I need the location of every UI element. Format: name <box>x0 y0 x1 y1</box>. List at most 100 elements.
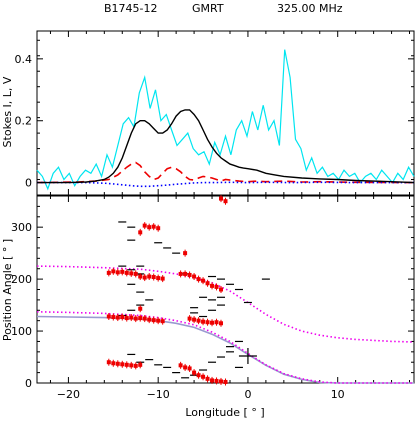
pa-point <box>196 373 201 378</box>
profile-series <box>36 49 415 191</box>
pa-point <box>129 363 134 368</box>
pa-point <box>120 362 125 367</box>
profile-y-axis-label: Stokes I, L, V <box>1 76 14 147</box>
pa-y-tick-label: 300 <box>11 221 32 234</box>
pa-point <box>138 306 143 311</box>
header-telescope: GMRT <box>192 2 224 15</box>
pa-point <box>106 314 111 319</box>
pa-point <box>219 321 224 326</box>
profile-ticks: 0 0.2 0.4 <box>15 31 414 196</box>
pa-point <box>160 276 165 281</box>
pa-point <box>219 287 224 292</box>
pa-point <box>187 366 192 371</box>
pa-point <box>142 316 147 321</box>
pa-point <box>187 316 192 321</box>
pa-point <box>133 363 138 368</box>
position-angle-points <box>106 195 270 386</box>
pa-point <box>214 284 219 289</box>
pa-fit-lower-curve <box>36 311 414 384</box>
pa-point <box>111 315 116 320</box>
pa-point <box>106 270 111 275</box>
pa-point <box>196 318 201 323</box>
pa-point <box>201 319 206 324</box>
pa-point <box>156 276 161 281</box>
pa-point <box>151 224 156 229</box>
pa-point <box>129 271 134 276</box>
position-angle-fits <box>36 265 415 384</box>
pa-point <box>129 315 134 320</box>
pa-point <box>120 269 125 274</box>
x-tick-label: −20 <box>57 388 80 401</box>
pa-y-tick-label: 100 <box>11 325 32 338</box>
pa-point <box>151 318 156 323</box>
header-frequency: 325.00 MHz <box>277 2 343 15</box>
pa-point <box>133 316 138 321</box>
profile-panel: 0 0.2 0.4 Stokes I, L, V <box>1 30 415 196</box>
pa-point <box>156 226 161 231</box>
pa-y-tick-label: 0 <box>25 377 32 390</box>
pa-point <box>106 360 111 365</box>
pa-point <box>210 378 215 383</box>
pa-point <box>205 281 210 286</box>
position-angle-frame <box>36 195 415 384</box>
pa-point <box>124 362 129 367</box>
pa-fit-main-curve <box>36 315 414 384</box>
pa-point <box>219 379 224 384</box>
pa-point <box>183 251 188 256</box>
profile-frame <box>36 30 415 196</box>
pa-point <box>115 315 120 320</box>
pa-point <box>223 379 228 384</box>
pa-point <box>133 271 138 276</box>
pa-point <box>210 320 215 325</box>
profile-series-extra <box>36 161 415 184</box>
pa-point <box>156 318 161 323</box>
x-tick-label: 10 <box>331 388 345 401</box>
pa-point <box>147 274 152 279</box>
pa-point <box>210 283 215 288</box>
pa-point <box>214 378 219 383</box>
pa-point <box>115 361 120 366</box>
pa-point <box>142 275 147 280</box>
pa-point <box>142 223 147 228</box>
profile-series-I <box>37 109 415 184</box>
pa-point <box>138 316 143 321</box>
position-angle-y-axis-label: Position Angle [ ° ] <box>1 239 14 341</box>
pa-point <box>201 374 206 379</box>
profile-y-tick-label: 0.2 <box>15 115 33 128</box>
pa-point <box>219 196 224 201</box>
pa-fit-upper-curve <box>36 265 415 343</box>
pa-point <box>111 269 116 274</box>
pa-point <box>138 362 143 367</box>
pa-point <box>196 277 201 282</box>
x-axis-label: Longitude [ ° ] <box>185 406 264 419</box>
pa-point <box>192 317 197 322</box>
pa-point <box>201 278 206 283</box>
x-tick-label: 0 <box>244 388 251 401</box>
pa-point <box>187 272 192 277</box>
pa-point <box>183 271 188 276</box>
pa-y-tick-label: 200 <box>11 273 32 286</box>
pa-point <box>124 270 129 275</box>
pa-point <box>178 363 183 368</box>
pa-point <box>124 316 129 321</box>
pa-point <box>214 320 219 325</box>
header-pulsar-name: B1745-12 <box>104 2 158 15</box>
pa-point <box>147 225 152 230</box>
profile-y-tick-label: 0 <box>25 177 32 190</box>
pa-point <box>138 274 143 279</box>
profile-series-V <box>37 181 414 188</box>
pa-point <box>192 274 197 279</box>
pa-point <box>111 361 116 366</box>
profile-y-tick-label: 0.4 <box>15 53 33 66</box>
profile-series-L <box>36 49 415 191</box>
pa-point <box>120 315 125 320</box>
pa-point <box>151 275 156 280</box>
pa-point <box>205 376 210 381</box>
pa-point <box>138 230 143 235</box>
pa-point <box>183 365 188 370</box>
pa-point <box>147 317 152 322</box>
pa-point <box>192 370 197 375</box>
